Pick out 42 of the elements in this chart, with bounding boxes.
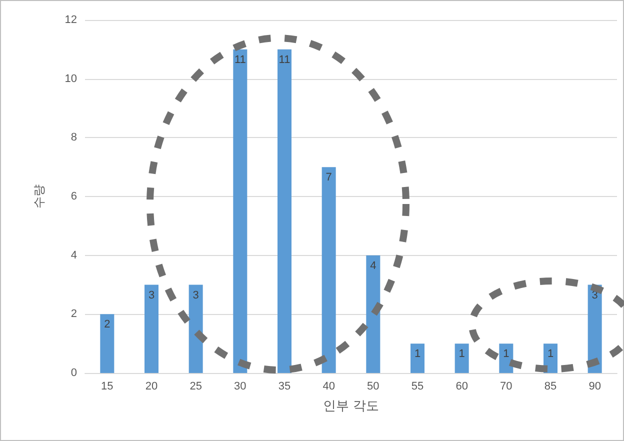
- data-label: 4: [370, 260, 376, 272]
- y-tick-label: 10: [64, 72, 77, 85]
- x-tick-label: 30: [234, 380, 246, 392]
- data-label: 1: [414, 348, 421, 360]
- bar: [410, 344, 424, 373]
- x-tick-label: 70: [500, 380, 512, 392]
- data-label: 1: [547, 348, 554, 360]
- y-tick-label: 8: [70, 132, 77, 144]
- x-tick-label: 90: [588, 380, 601, 392]
- data-label: 3: [192, 289, 199, 302]
- y-tick-label: 2: [70, 308, 77, 320]
- data-label: 7: [326, 172, 332, 184]
- bar: [278, 49, 292, 373]
- x-tick-label: 25: [190, 380, 202, 392]
- x-tick-label: 60: [456, 380, 468, 392]
- y-tick-label: 12: [64, 14, 77, 26]
- data-label: 1: [458, 348, 465, 360]
- bar: [454, 344, 469, 373]
- data-label: 11: [234, 54, 246, 66]
- y-tick-label: 4: [70, 249, 77, 262]
- x-tick-label: 85: [544, 380, 557, 392]
- y-tick-label: 6: [70, 190, 77, 202]
- x-tick-label: 50: [367, 380, 380, 392]
- bar: [366, 255, 380, 373]
- data-label: 2: [104, 318, 110, 331]
- x-tick-label: 15: [101, 380, 114, 392]
- x-axis-title: 인부 각도: [322, 399, 380, 414]
- bar: [100, 314, 114, 373]
- x-tick-label: 55: [411, 380, 424, 392]
- y-tick-label: 0: [70, 367, 77, 379]
- bar: [144, 284, 158, 373]
- x-tick-label: 40: [322, 380, 335, 392]
- data-label: 3: [148, 289, 155, 302]
- data-label: 1: [503, 348, 510, 360]
- x-tick-label: 35: [278, 380, 291, 392]
- x-tick-label: 20: [145, 380, 158, 392]
- bar: [188, 284, 203, 373]
- y-axis-title: 수량: [32, 184, 46, 208]
- bar: [233, 49, 248, 373]
- data-label: 11: [278, 54, 290, 66]
- bar: [322, 167, 336, 373]
- bar: [499, 344, 514, 373]
